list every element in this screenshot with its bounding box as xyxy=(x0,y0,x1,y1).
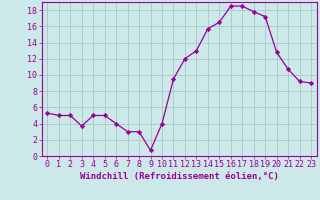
X-axis label: Windchill (Refroidissement éolien,°C): Windchill (Refroidissement éolien,°C) xyxy=(80,172,279,181)
